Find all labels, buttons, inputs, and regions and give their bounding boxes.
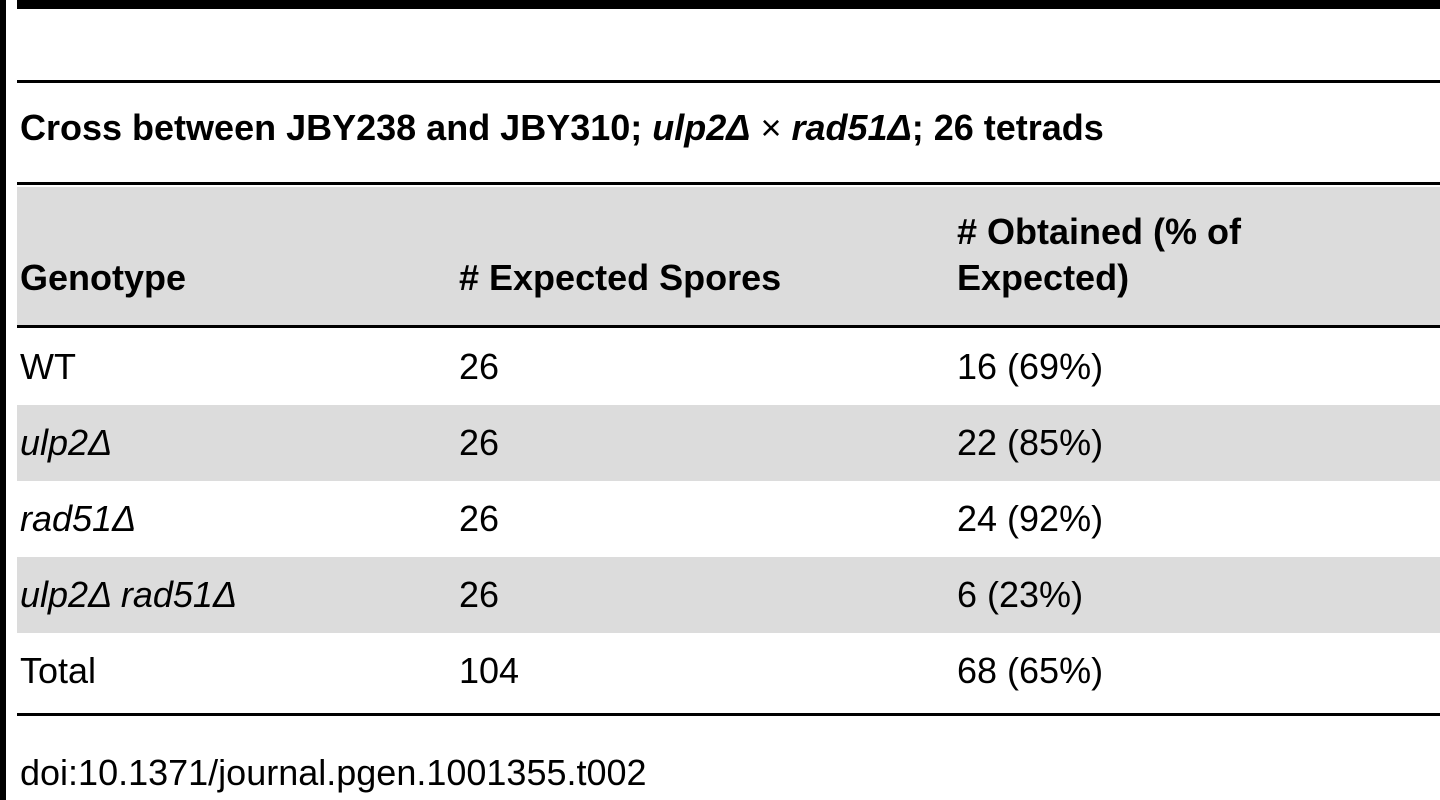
- table-caption: Cross between JBY238 and JBY310; ulp2Δ ×…: [20, 107, 1104, 149]
- cell-genotype: ulp2Δ: [20, 422, 113, 463]
- cell-obtained: 68 (65%): [957, 650, 1104, 691]
- cell-genotype: rad51Δ: [20, 498, 137, 539]
- table-row: Total 104 68 (65%): [17, 633, 1440, 709]
- top-rule: [17, 0, 1440, 9]
- cell-expected: 26: [459, 574, 500, 615]
- cell-obtained: 16 (69%): [957, 346, 1104, 387]
- header-top-rule: [17, 182, 1440, 185]
- caption-top-rule: [17, 80, 1440, 83]
- caption-prefix: Cross between JBY238 and JBY310;: [20, 107, 653, 148]
- cell-genotype: Total: [20, 650, 97, 691]
- table-row: WT 26 16 (69%): [17, 329, 1440, 405]
- table-header: Genotype # Expected Spores # Obtained (%…: [17, 187, 1440, 325]
- table-bottom-rule: [17, 713, 1440, 716]
- header-expected-spores: # Expected Spores: [459, 257, 782, 298]
- header-bottom-rule: [17, 325, 1440, 328]
- table-row: rad51Δ 26 24 (92%): [17, 481, 1440, 557]
- caption-genotype-b: rad51Δ: [791, 107, 912, 148]
- caption-genotype-a: ulp2Δ: [652, 107, 751, 148]
- caption-cross-symbol: ×: [750, 107, 792, 148]
- cell-expected: 104: [459, 650, 520, 691]
- cell-expected: 26: [459, 346, 500, 387]
- table-row: ulp2Δ rad51Δ 26 6 (23%): [17, 557, 1440, 633]
- cell-obtained: 6 (23%): [957, 574, 1084, 615]
- cell-genotype: WT: [20, 346, 76, 387]
- header-genotype: Genotype: [20, 257, 187, 298]
- header-obtained-line1: # Obtained (% of: [957, 211, 1242, 252]
- doi-footer: doi:10.1371/journal.pgen.1001355.t002: [20, 752, 647, 793]
- table-row: ulp2Δ 26 22 (85%): [17, 405, 1440, 481]
- caption-suffix: ; 26 tetrads: [911, 107, 1104, 148]
- left-margin-bar: [0, 0, 6, 800]
- cell-expected: 26: [459, 422, 500, 463]
- cell-genotype: ulp2Δ rad51Δ: [20, 574, 238, 615]
- cell-obtained: 24 (92%): [957, 498, 1104, 539]
- cell-obtained: 22 (85%): [957, 422, 1104, 463]
- header-obtained-line2: Expected): [957, 257, 1130, 298]
- cell-expected: 26: [459, 498, 500, 539]
